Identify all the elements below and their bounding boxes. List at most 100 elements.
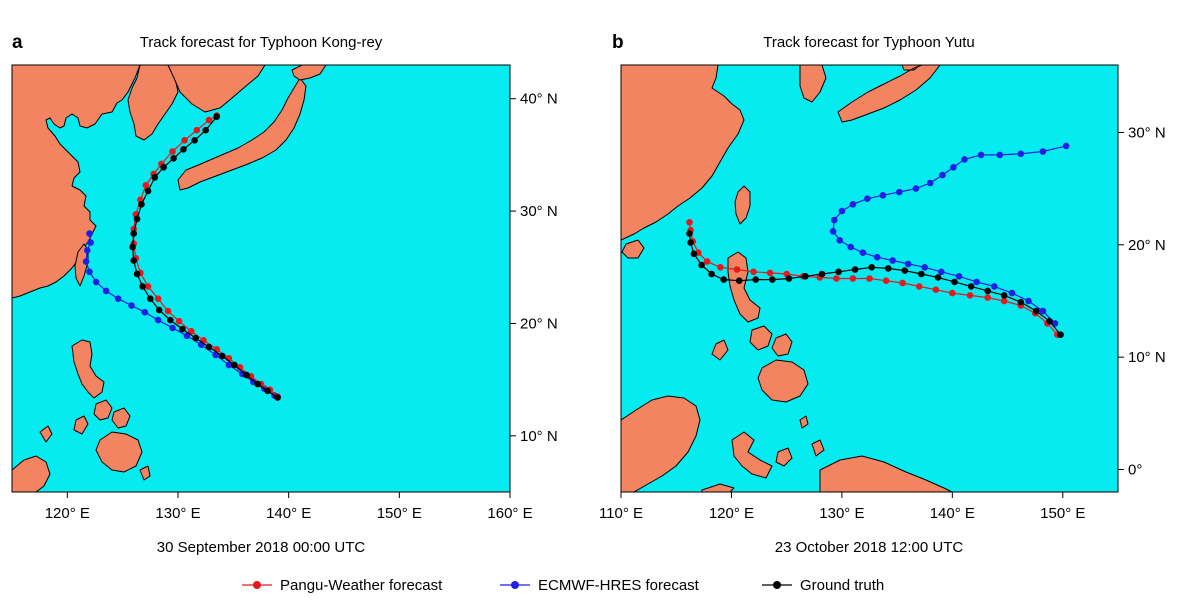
panel-b-lat-tick-label: 20° N	[1128, 237, 1166, 254]
panel-b-land-mainland	[621, 65, 745, 241]
panel-a-pangu-point	[169, 148, 176, 155]
panel-a-truth-point	[191, 137, 198, 144]
panel-b-land-taiwan	[734, 185, 751, 225]
panel-a-pangu-point	[181, 137, 188, 144]
panel-b-pangu-point	[833, 275, 840, 282]
panel-b-ecmwf-point	[1039, 148, 1047, 155]
panel-b-ecmwf-point	[849, 201, 857, 208]
panel-b-truth-point	[1033, 307, 1040, 315]
panel-a-truth-point	[231, 361, 238, 369]
panel-b-lon-tick-label: 110° E	[599, 505, 643, 522]
panel-b-pangu-point	[984, 294, 991, 301]
legend: Pangu-Weather forecast ECMWF-HRES foreca…	[242, 577, 884, 594]
panel-b-land-borneo	[621, 395, 701, 492]
panel-a-pangu-point	[154, 295, 162, 303]
panel-a-truth-point	[139, 283, 146, 290]
panel-b-ecmwf-point	[955, 273, 963, 280]
panel-a-lon-tick-label: 130° E	[155, 505, 200, 522]
panel-a-truth-point	[170, 155, 177, 162]
panel-a-lat-axis: 10° N 20° N 30° N 40° N	[510, 91, 558, 445]
panel-b-ecmwf-point	[938, 268, 945, 276]
panel-a-truth-point	[138, 201, 145, 208]
panel-a-map	[12, 65, 510, 492]
panel-b-caption: 23 October 2018 12:00 UTC	[775, 539, 964, 556]
panel-b-ecmwf-point	[1062, 142, 1070, 150]
panel-a-ecmwf-point	[87, 239, 94, 246]
panel-a-sea	[12, 65, 510, 492]
panel-b-pangu-point	[849, 275, 857, 282]
panel-b-truth-point	[1000, 292, 1008, 299]
panel-b-ecmwf-point	[921, 264, 928, 271]
panel-b-truth-point	[868, 264, 875, 271]
panel-b-ecmwf-point	[904, 260, 912, 268]
panel-b-lon-tick-label: 130° E	[819, 505, 864, 522]
panel-b-lon-axis: 110° E 120° E 130° E 140° E 150° E	[599, 492, 1085, 522]
panel-a-truth-point	[160, 164, 167, 171]
panel-a-pangu-point	[188, 328, 195, 335]
panel-b-ecmwf-point	[830, 216, 838, 224]
panel-a-lon-tick-label: 140° E	[266, 505, 311, 522]
panel-a-pangu-point	[164, 307, 172, 315]
panel-b-ecmwf-point	[847, 243, 854, 251]
panel-b-pangu-point	[717, 264, 724, 271]
panel-a-pangu-point	[144, 283, 152, 290]
panel-b-ecmwf-point	[879, 192, 887, 199]
panel-b-truth-point	[690, 250, 698, 258]
panel-b-frame	[620, 64, 1119, 493]
legend-label-ecmwf: ECMWF-HRES forecast	[538, 577, 700, 594]
panel-b-ecmwf-point	[889, 257, 896, 264]
panel-b-ecmwf-point	[1017, 150, 1025, 158]
legend-item-ecmwf: ECMWF-HRES forecast	[500, 577, 700, 594]
panel-a-land-visayas	[73, 399, 131, 435]
panel-a-ecmwf-point	[102, 287, 110, 295]
legend-label-pangu: Pangu-Weather forecast	[280, 577, 443, 594]
panel-b-truth-point	[698, 261, 705, 269]
panel-b-ecmwf-point	[859, 249, 867, 256]
panel-b-truth-point	[708, 270, 715, 278]
panel-a-ecmwf-point	[154, 316, 162, 324]
legend-item-truth: Ground truth	[762, 577, 884, 594]
panel-b-truth-point	[785, 275, 793, 282]
panel-b-pangu-point	[966, 292, 974, 299]
panel-b-truth-point	[934, 274, 942, 281]
legend-marker-ecmwf	[511, 581, 519, 589]
panel-a-truth-point	[219, 352, 226, 360]
panel-a-land-borneo	[12, 455, 51, 492]
panel-b-truth-point	[769, 276, 776, 283]
panel-b-lon-tick-label: 120° E	[709, 505, 754, 522]
panel-a-ecmwf-point	[86, 230, 93, 237]
panel-b-ecmwf-point	[939, 171, 946, 179]
panel-a-title: Track forecast for Typhoon Kong-rey	[140, 34, 383, 51]
panel-a-ecmwf-point	[114, 295, 122, 303]
panel-b-truth-point	[1057, 331, 1064, 339]
panel-b-land-new-guinea	[819, 455, 953, 492]
panel-b-truth-point	[984, 287, 991, 295]
panel-b-lat-axis: 0° 10° N 20° N 30° N	[1118, 124, 1166, 479]
panel-b-ecmwf-point	[829, 228, 837, 235]
panel-b-ecmwf-point	[926, 179, 934, 187]
panel-b-pangu-point	[750, 268, 757, 276]
panel-b-land-hainan	[621, 239, 645, 259]
panel-a-truth-point	[167, 316, 174, 324]
panel-a-truth-point	[130, 230, 137, 237]
panel-a-ecmwf-point	[141, 308, 149, 316]
panel-a-ecmwf-point	[84, 247, 91, 254]
panel-b-land-japan	[837, 65, 941, 123]
panel-b-land-korea	[799, 65, 827, 103]
panel-a-land-luzon	[71, 339, 105, 399]
panel-b: b Track forecast for Typhoon Yutu	[599, 32, 1166, 556]
panel-a-lon-tick-label: 120° E	[45, 505, 90, 522]
panel-a-pangu-point	[205, 116, 213, 124]
panel-a-ecmwf-point	[169, 324, 176, 332]
panel-b-ecmwf-point	[912, 185, 920, 192]
panel-a-ecmwf-point	[92, 278, 100, 286]
panel-a-lon-tick-label: 150° E	[377, 505, 422, 522]
panel-b-truth-point	[1017, 298, 1025, 306]
panel-a-ecmwf-point	[183, 332, 191, 340]
legend-item-pangu: Pangu-Weather forecast	[242, 577, 443, 594]
panel-a-lat-tick-label: 20° N	[520, 315, 558, 332]
panel-b-land-sulawesi	[731, 431, 793, 479]
panel-a-lon-tick-label: 160° E	[487, 505, 532, 522]
panel-b-ecmwf-point	[836, 237, 843, 244]
panel-b-lon-tick-label: 150° E	[1040, 505, 1085, 522]
